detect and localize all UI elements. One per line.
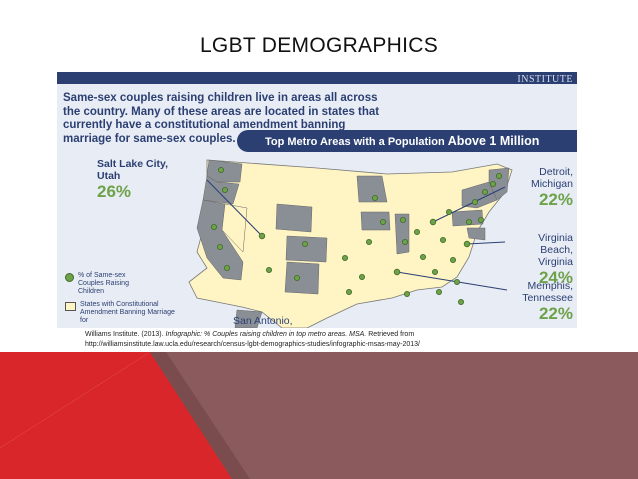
yellow-box-icon <box>65 302 76 311</box>
callout-memphis: Memphis, Tennessee 22% <box>503 280 573 324</box>
state-wyoming <box>275 203 313 233</box>
decor-red-lower <box>0 352 232 479</box>
decor-gray-band <box>150 352 250 479</box>
state-washington <box>206 159 243 183</box>
state-colorado <box>285 235 328 263</box>
state-nevada <box>221 203 248 253</box>
citation-title: Infographic: % Couples raising children … <box>165 331 367 338</box>
metro-dots <box>210 167 502 305</box>
infographic-header-bar <box>57 72 577 84</box>
legend-box-label: States with Constitutional Amendment Ban… <box>80 301 175 324</box>
callout-pct: 22% <box>538 190 573 209</box>
callout-city: Memphis, Tennessee <box>522 280 573 304</box>
state-maryland-delaware <box>466 227 486 241</box>
citation-author: Williams Institute. (2013). <box>85 331 166 338</box>
legend-item-states: States with Constitutional Amendment Ban… <box>65 301 180 325</box>
callout-city: San Antonio, <box>233 315 293 327</box>
callout-salt-lake-city: Salt Lake City, Utah 26% <box>97 158 177 202</box>
slide-title: LGBT DEMOGRAPHICS <box>199 34 439 57</box>
callout-line-slc <box>206 179 263 237</box>
image-citation: Williams Institute. (2013). Infographic:… <box>85 330 545 350</box>
callout-pct: 26% <box>97 182 132 201</box>
legend-item-dots: % of Same-sex Couples Raising Children <box>65 272 180 296</box>
infographic-banner: Top Metro Areas with a Population Above … <box>237 130 577 152</box>
state-minnesota <box>356 175 388 203</box>
callout-san-antonio: San Antonio, <box>233 315 323 327</box>
infographic-intro-text: Same-sex couples raising children live i… <box>63 92 380 145</box>
callout-pct: 22% <box>538 304 573 323</box>
callout-city: Salt Lake City, Utah <box>97 158 168 182</box>
callout-pct: 24% <box>538 268 573 287</box>
infographic-image: INSTITUTE <box>57 72 577 328</box>
callout-detroit: Detroit, Michigan 22% <box>509 166 573 210</box>
state-iowa <box>360 211 391 231</box>
map-legend: % of Same-sex Couples Raising Children S… <box>65 272 180 328</box>
decor-maroon-shape <box>148 352 638 479</box>
us-map-outline <box>188 159 513 328</box>
callout-virginia-beach: Virginia Beach, Virginia 24% <box>503 232 573 288</box>
state-hawaii-region <box>234 309 263 328</box>
state-oregon <box>202 175 240 205</box>
callout-line-memphis <box>396 271 508 291</box>
citation-url: http://williamsinstitute.law.ucla.edu/re… <box>85 341 420 348</box>
callout-city: Detroit, Michigan <box>530 166 573 190</box>
callout-line-detroit <box>432 186 506 223</box>
institute-logo-text: INSTITUTE <box>517 74 573 85</box>
banner-emphasis: Above 1 Million <box>447 134 540 148</box>
banner-prefix: Top Metro Areas with a Population <box>265 136 448 148</box>
state-new-york <box>461 181 498 209</box>
callout-line-vabeach <box>466 241 506 245</box>
state-new-mexico <box>284 261 320 295</box>
citation-retrieved: Retrieved from <box>366 331 415 338</box>
green-dot-icon <box>65 273 74 282</box>
us-map <box>188 159 513 328</box>
callout-city: Virginia Beach, Virginia <box>538 232 573 268</box>
state-pennsylvania <box>451 209 484 227</box>
legend-dot-label: % of Same-sex Couples Raising Children <box>78 272 129 295</box>
